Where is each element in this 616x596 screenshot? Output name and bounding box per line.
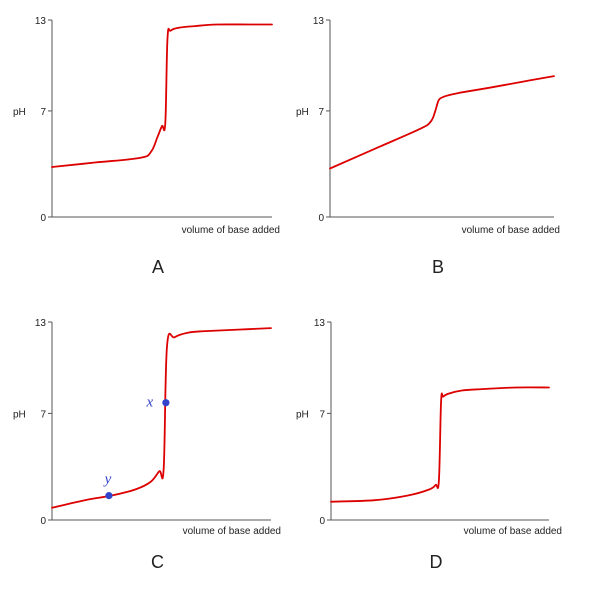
y-tick-label: 13 xyxy=(35,318,47,329)
y-tick-label: 0 xyxy=(40,516,46,527)
point-x xyxy=(162,399,170,407)
y-axis-label: pH xyxy=(296,409,309,420)
titration-curve xyxy=(330,386,550,503)
y-tick-label: 0 xyxy=(319,516,325,527)
y-tick-label: 7 xyxy=(40,107,46,118)
chart-panel-b: 0 7 13 pH volume of base added B xyxy=(296,16,560,277)
titration-curve xyxy=(51,327,272,509)
titration-curve xyxy=(329,75,555,170)
y-axis-label: pH xyxy=(13,409,26,420)
panel-label: C xyxy=(151,552,164,572)
point-label-y: y xyxy=(103,472,112,488)
y-tick-label: 7 xyxy=(319,409,325,420)
y-axis-label: pH xyxy=(296,107,309,118)
titration-curve xyxy=(51,23,273,168)
x-axis-label: volume of base added xyxy=(182,225,280,236)
chart-panel-d: 0 7 13 pH volume of base added D xyxy=(296,318,562,572)
panel-label: D xyxy=(430,552,443,572)
x-axis-label: volume of base added xyxy=(462,225,560,236)
y-tick-label: 7 xyxy=(40,409,46,420)
chart-panel-c: 0 7 13 pH volume of base added Cx y xyxy=(13,318,281,572)
y-tick-label: 13 xyxy=(314,318,326,329)
x-axis-label: volume of base added xyxy=(183,526,281,537)
point-y xyxy=(105,492,113,500)
chart-panel-a: 0 7 13 pH volume of base added A xyxy=(13,16,280,277)
y-tick-label: 0 xyxy=(318,213,324,224)
y-tick-label: 7 xyxy=(318,107,324,118)
point-label-x: x xyxy=(146,395,154,411)
panel-label: A xyxy=(152,257,164,277)
y-tick-label: 13 xyxy=(313,16,325,27)
y-tick-label: 13 xyxy=(35,16,47,27)
x-axis-label: volume of base added xyxy=(464,526,562,537)
y-tick-label: 0 xyxy=(40,213,46,224)
panel-label: B xyxy=(432,257,444,277)
y-axis-label: pH xyxy=(13,107,26,118)
